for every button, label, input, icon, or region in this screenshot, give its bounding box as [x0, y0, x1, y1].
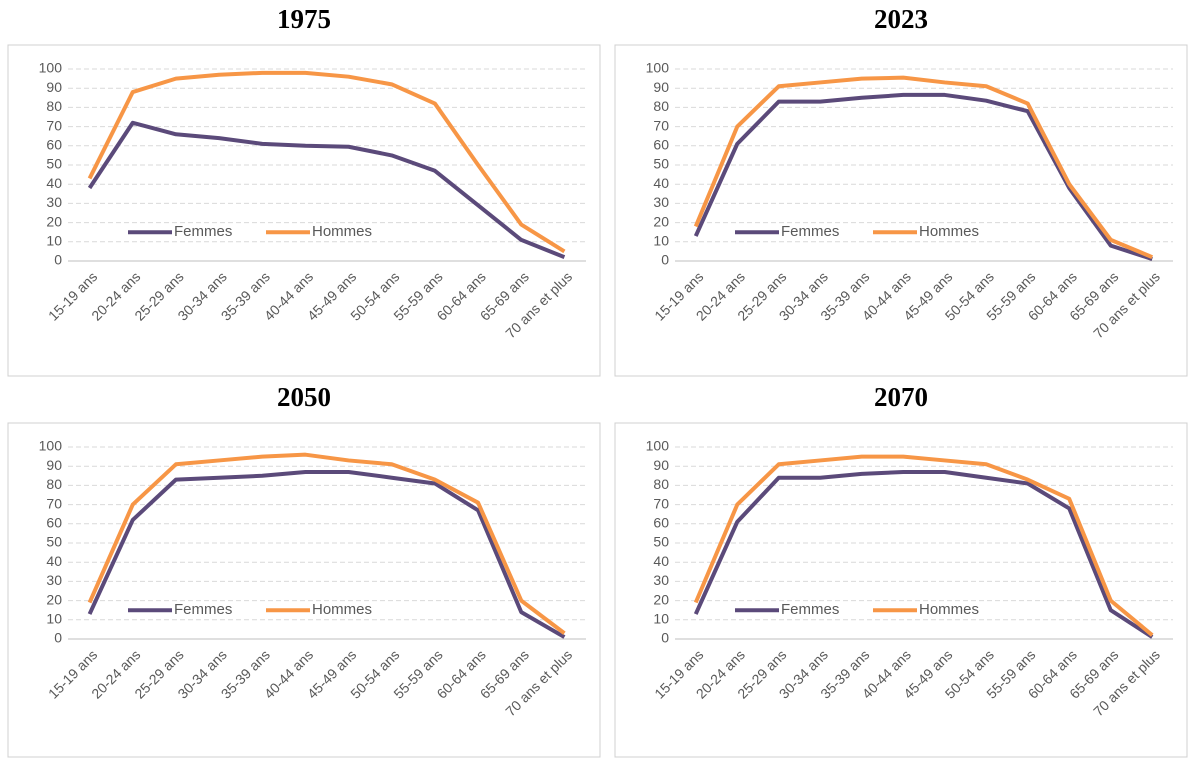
legend-label: Hommes: [919, 601, 979, 618]
y-tick-label: 10: [653, 611, 669, 627]
y-tick-label: 60: [46, 137, 62, 153]
y-tick-label: 70: [46, 495, 62, 511]
series-line: [87, 70, 566, 254]
y-tick-label: 40: [653, 175, 669, 191]
y-tick-label: 90: [653, 457, 669, 473]
y-tick-label: 80: [653, 476, 669, 492]
y-tick-label: 20: [46, 591, 62, 607]
y-tick-label: 0: [661, 630, 669, 646]
y-tick-label: 100: [646, 60, 670, 76]
y-tick-label: 30: [653, 572, 669, 588]
y-tick-label: 50: [46, 156, 62, 172]
chart-title: 2070: [874, 382, 928, 412]
series-line: [693, 454, 1154, 637]
y-tick-label: 40: [653, 553, 669, 569]
chart-title: 2050: [277, 382, 331, 412]
y-tick-label: 100: [646, 438, 670, 454]
series-line: [693, 75, 1154, 260]
legend-label: Hommes: [919, 223, 979, 240]
y-tick-label: 100: [39, 60, 63, 76]
y-tick-label: 90: [46, 457, 62, 473]
series-line: [87, 452, 566, 635]
y-tick-label: 30: [46, 194, 62, 210]
y-tick-label: 10: [46, 233, 62, 249]
y-tick-label: 60: [653, 515, 669, 531]
series-line: [87, 469, 566, 639]
y-tick-label: 0: [661, 252, 669, 268]
y-tick-label: 0: [54, 252, 62, 268]
legend-label: Hommes: [312, 223, 372, 240]
legend-label: Femmes: [781, 223, 839, 240]
y-tick-label: 10: [46, 611, 62, 627]
y-tick-label: 60: [46, 515, 62, 531]
chart-frame: [7, 44, 601, 377]
y-tick-label: 30: [46, 572, 62, 588]
y-tick-label: 70: [653, 117, 669, 133]
y-tick-label: 30: [653, 194, 669, 210]
chart-title: 1975: [277, 4, 331, 34]
y-tick-label: 70: [653, 495, 669, 511]
y-tick-label: 20: [653, 213, 669, 229]
y-tick-label: 80: [46, 476, 62, 492]
y-tick-label: 10: [653, 233, 669, 249]
y-tick-label: 80: [46, 98, 62, 114]
y-tick-label: 100: [39, 438, 63, 454]
y-tick-label: 0: [54, 630, 62, 646]
y-tick-label: 50: [653, 156, 669, 172]
y-tick-label: 90: [46, 79, 62, 95]
y-tick-label: 90: [653, 79, 669, 95]
y-tick-label: 20: [46, 213, 62, 229]
chart-frame: [614, 44, 1188, 377]
series-line: [693, 92, 1153, 261]
legend-label: Femmes: [174, 223, 232, 240]
y-tick-label: 70: [46, 117, 62, 133]
y-tick-label: 50: [653, 534, 669, 550]
y-tick-label: 60: [653, 137, 669, 153]
y-tick-label: 20: [653, 591, 669, 607]
chart-title: 2023: [874, 4, 928, 34]
chart-frame: [614, 422, 1188, 758]
y-tick-label: 40: [46, 553, 62, 569]
y-tick-label: 80: [653, 98, 669, 114]
legend-label: Femmes: [174, 601, 232, 618]
series-line: [693, 469, 1154, 639]
legend-label: Hommes: [312, 601, 372, 618]
legend-label: Femmes: [781, 601, 839, 618]
chart-frame: [7, 422, 601, 758]
series-line: [87, 120, 566, 260]
y-tick-label: 40: [46, 175, 62, 191]
y-tick-label: 50: [46, 534, 62, 550]
